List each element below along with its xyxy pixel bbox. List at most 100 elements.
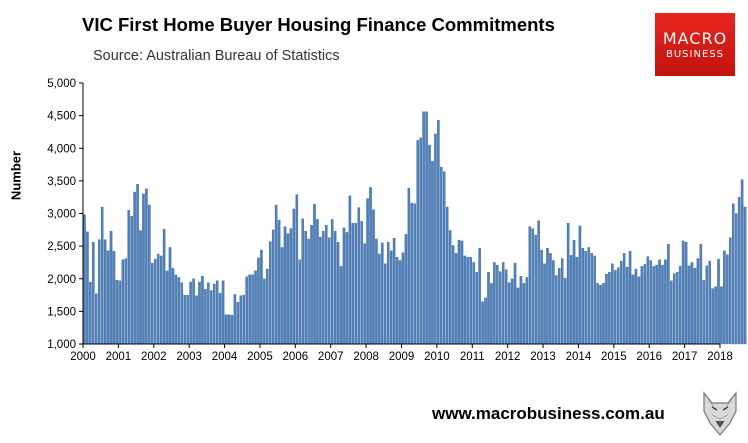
bar: [372, 209, 375, 345]
bar: [245, 276, 248, 345]
bar: [239, 295, 243, 345]
bar: [460, 240, 464, 345]
bar: [210, 290, 213, 345]
bar: [475, 272, 478, 345]
bar: [454, 253, 458, 345]
x-tick-label: 2003: [176, 351, 202, 363]
bar: [513, 262, 517, 345]
bar: [625, 266, 629, 345]
bar: [97, 239, 101, 345]
bar: [354, 223, 358, 345]
bar: [720, 286, 723, 345]
bar: [224, 314, 228, 345]
bar: [115, 279, 119, 345]
bar: [581, 247, 585, 345]
x-tick-label: 2011: [460, 351, 485, 363]
bar: [566, 223, 570, 345]
y-tick-label: 1,500: [47, 306, 76, 318]
macro-business-logo[interactable]: MACRO BUSINESS: [655, 13, 735, 76]
x-tick-label: 2005: [247, 351, 273, 363]
bar: [384, 263, 387, 345]
bar: [336, 242, 340, 345]
bar: [681, 240, 685, 345]
bar: [401, 252, 405, 345]
bar: [684, 242, 688, 345]
bar: [578, 225, 582, 345]
bar: [516, 287, 520, 345]
logo-line-2: BUSINESS: [666, 49, 724, 60]
bar: [501, 262, 505, 345]
bar: [652, 266, 655, 345]
bar: [732, 203, 735, 345]
bar: [124, 258, 128, 345]
bar: [687, 265, 691, 345]
bar: [145, 188, 148, 345]
bar: [357, 207, 361, 345]
bar: [587, 247, 591, 345]
x-tick-label: 2017: [672, 351, 698, 363]
bar: [734, 213, 738, 345]
bar: [729, 237, 732, 345]
bar: [266, 268, 269, 345]
bar: [289, 228, 293, 345]
bar: [540, 249, 543, 345]
bar: [619, 260, 623, 345]
footer-url[interactable]: www.macrobusiness.com.au: [432, 404, 665, 423]
bar: [451, 245, 455, 345]
bar: [699, 244, 703, 345]
bar: [204, 289, 207, 345]
bar: [478, 247, 481, 345]
y-tick-label: 4,000: [47, 143, 76, 155]
bar: [631, 274, 635, 345]
bar: [705, 265, 708, 345]
bar: [661, 264, 664, 345]
bar: [254, 270, 257, 345]
bar: [177, 277, 181, 345]
bar: [139, 230, 142, 345]
bar: [151, 262, 154, 345]
wolf-mascot-icon: [703, 391, 737, 436]
bar: [490, 283, 493, 345]
bar: [378, 253, 381, 345]
bar: [301, 218, 304, 345]
bar: [726, 254, 729, 345]
bar: [499, 271, 502, 345]
bar: [83, 214, 86, 345]
bar: [180, 282, 184, 345]
x-tick-label: 2018: [707, 351, 733, 363]
bar: [398, 260, 402, 345]
bar: [221, 280, 225, 345]
bar: [363, 243, 366, 345]
bar: [295, 194, 299, 345]
bar: [640, 266, 644, 345]
bar: [342, 227, 346, 345]
bar: [375, 238, 378, 345]
bar: [496, 264, 499, 345]
bar: [616, 267, 620, 345]
bar: [714, 286, 717, 345]
bar: [165, 270, 169, 345]
bar: [292, 208, 296, 345]
bar: [519, 275, 523, 345]
bar: [195, 295, 198, 345]
bar: [304, 230, 307, 345]
bar: [330, 219, 334, 345]
bar: [339, 266, 343, 345]
bar: [148, 204, 151, 345]
bar: [112, 251, 116, 345]
bar: [174, 274, 178, 345]
bar: [325, 225, 328, 345]
y-tick-label: 2,500: [47, 241, 76, 253]
bar: [555, 275, 558, 345]
bar: [448, 230, 452, 345]
x-tick-label: 2014: [566, 351, 592, 363]
bar: [442, 171, 446, 345]
bar: [89, 281, 92, 345]
bar: [428, 144, 431, 345]
bar: [212, 283, 216, 345]
bar: [298, 259, 302, 345]
bar: [737, 197, 741, 345]
x-tick-label: 2004: [212, 351, 238, 363]
bar: [186, 294, 189, 345]
bar: [637, 276, 641, 345]
